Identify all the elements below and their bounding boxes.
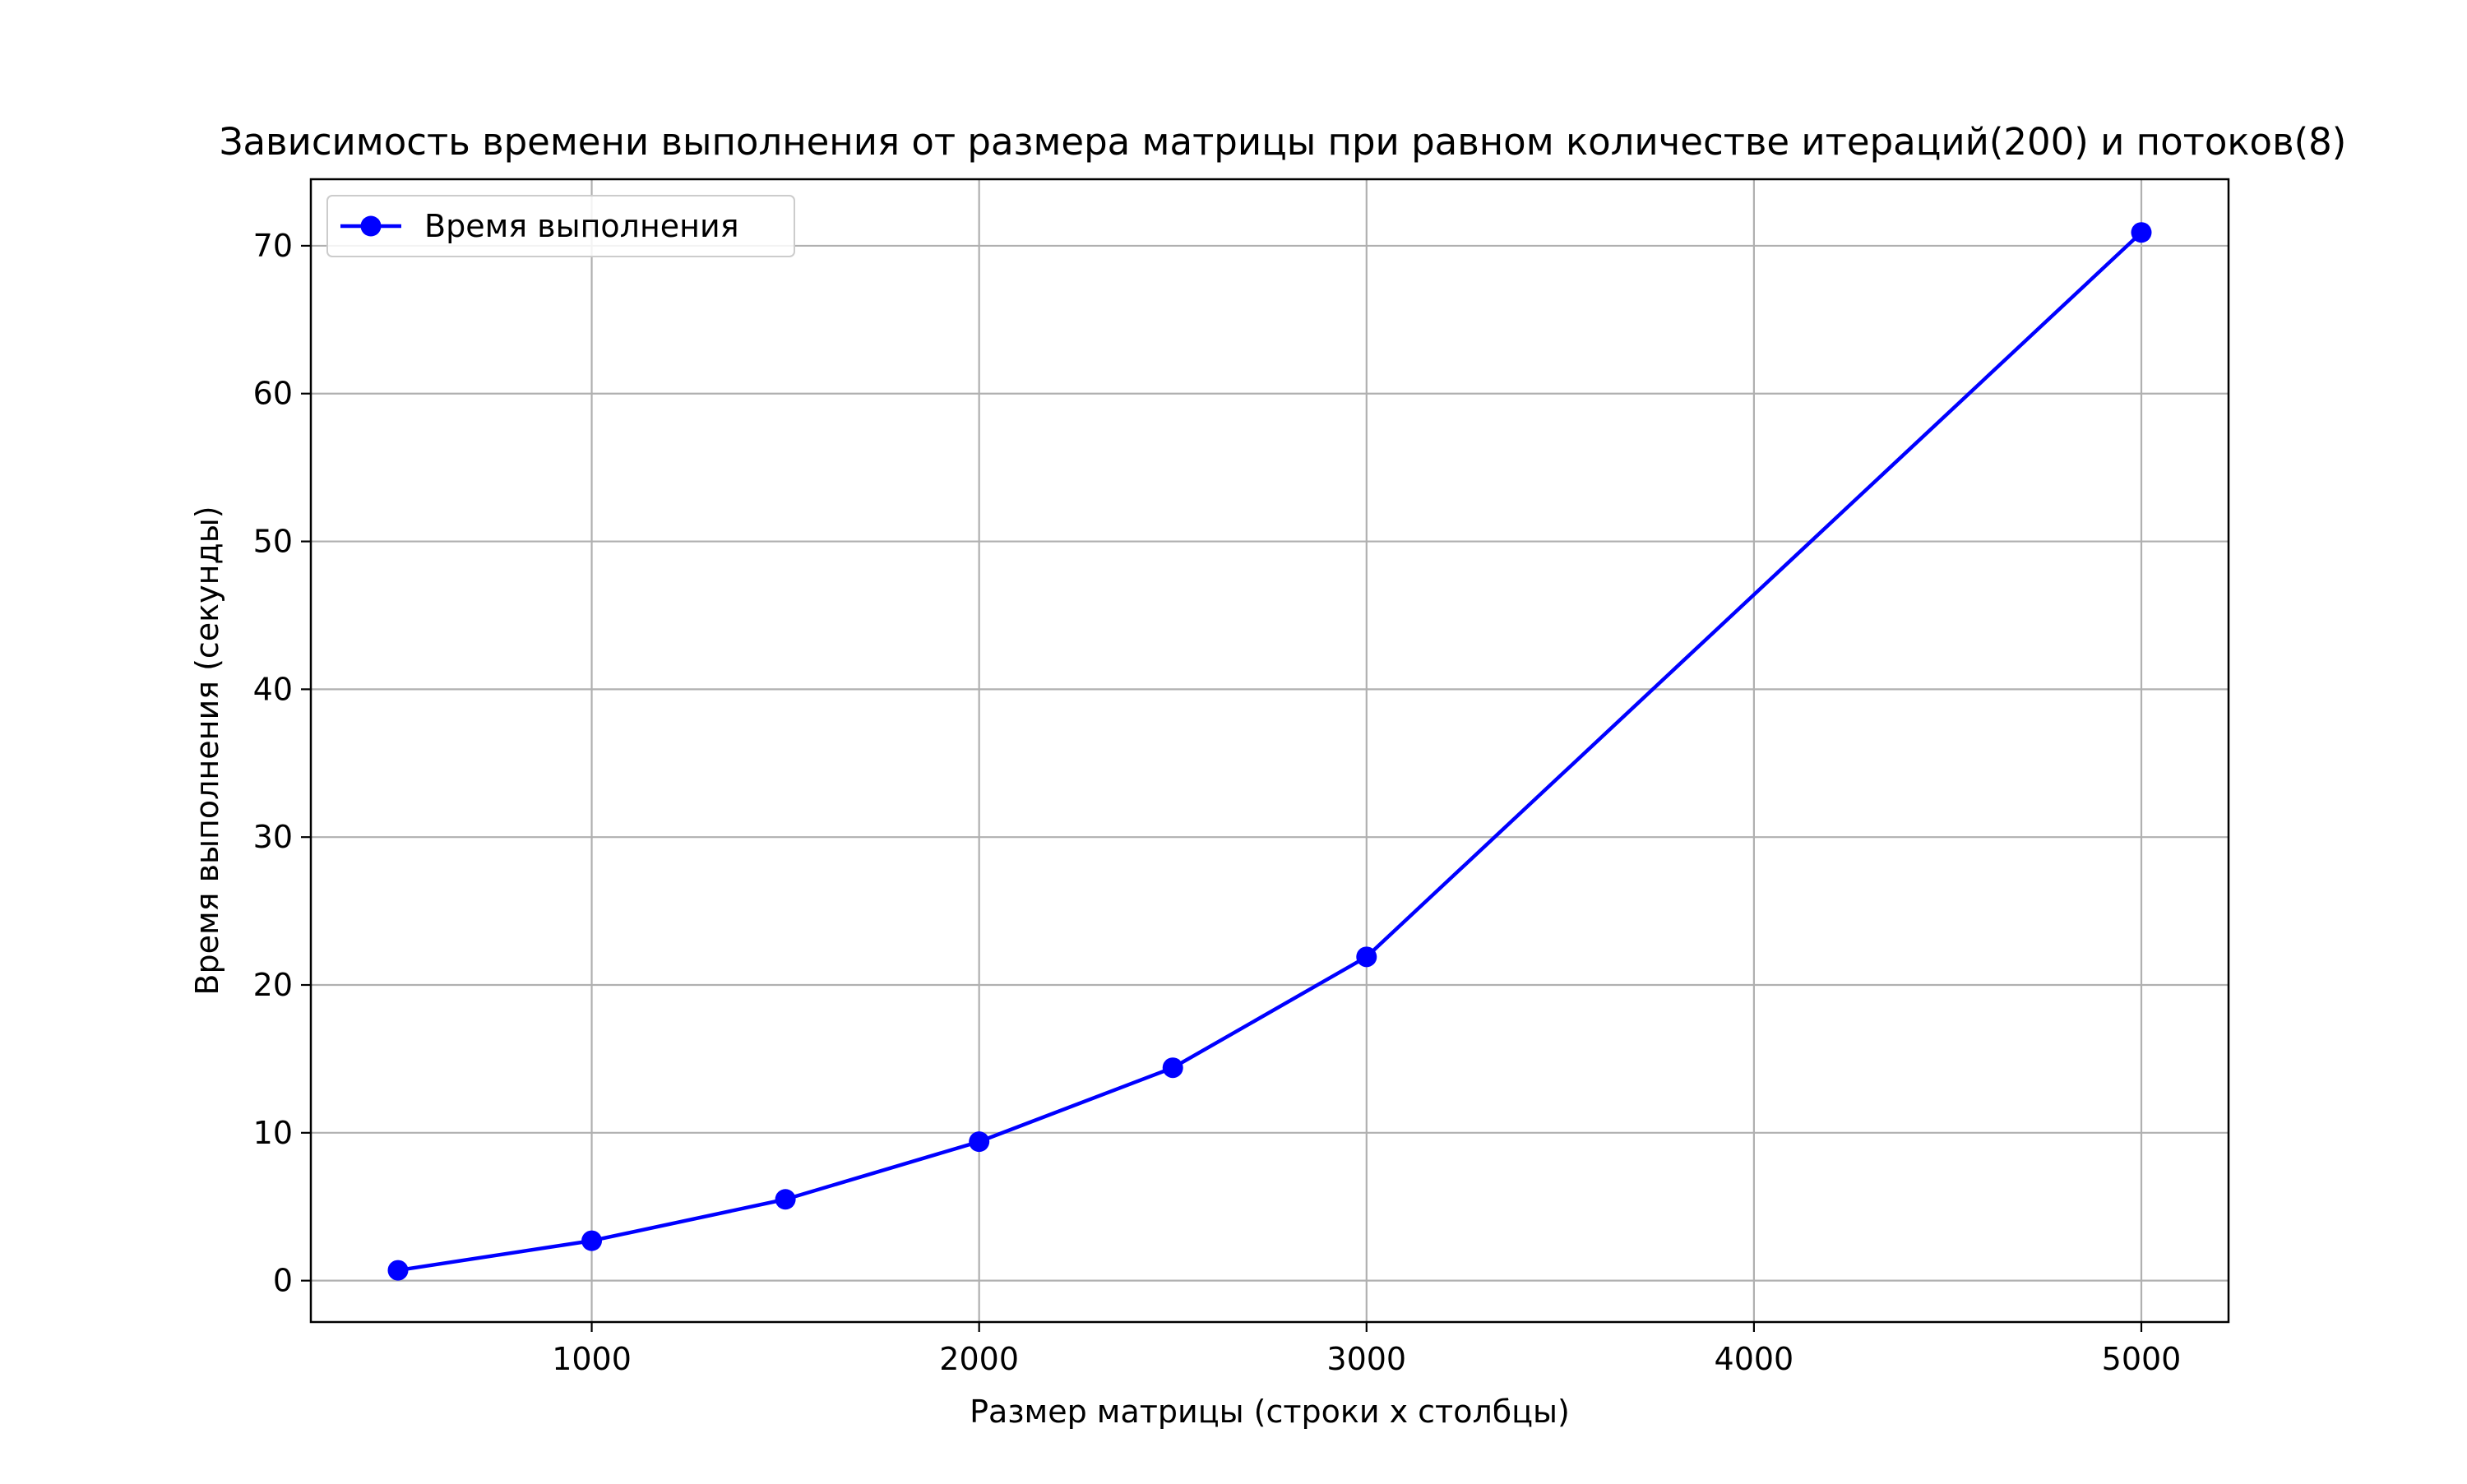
data-point — [2131, 222, 2152, 243]
y-tick-label: 70 — [253, 228, 293, 264]
series-layer — [387, 222, 2152, 1281]
x-tick-label: 2000 — [939, 1341, 1019, 1377]
data-point — [969, 1131, 990, 1153]
x-tick-label: 4000 — [1715, 1341, 1794, 1377]
x-tick-label: 5000 — [2102, 1341, 2182, 1377]
y-tick-label: 20 — [253, 967, 293, 1003]
y-tick-label: 10 — [253, 1115, 293, 1151]
legend-marker — [360, 215, 382, 237]
grid — [311, 179, 2229, 1322]
y-tick-label: 60 — [253, 376, 293, 412]
data-point — [1162, 1057, 1183, 1079]
y-tick-label: 40 — [253, 671, 293, 707]
y-tick-label: 50 — [253, 524, 293, 560]
legend-label: Время выполнения — [424, 208, 739, 244]
legend: Время выполнения — [326, 195, 795, 257]
x-tick-label: 3000 — [1326, 1341, 1406, 1377]
data-point — [581, 1230, 603, 1251]
data-point — [1356, 946, 1377, 968]
y-axis-label: Время выполнения (секунды) — [189, 506, 225, 995]
data-point — [775, 1189, 796, 1210]
y-tick-label: 0 — [273, 1263, 293, 1299]
legend-box — [326, 195, 795, 257]
tick-layer: 1000 2000 3000 4000 5000 0 10 20 30 40 50 60 70 — [253, 228, 2182, 1377]
x-axis-label: Размер матрицы (строки x столбцы) — [970, 1394, 1570, 1430]
axes-frame — [309, 178, 2230, 1324]
x-tick-label: 1000 — [552, 1341, 632, 1377]
chart-title: Зависимость времени выполнения от размер… — [220, 120, 2347, 164]
y-tick-label: 30 — [253, 819, 293, 855]
data-point — [387, 1260, 409, 1281]
